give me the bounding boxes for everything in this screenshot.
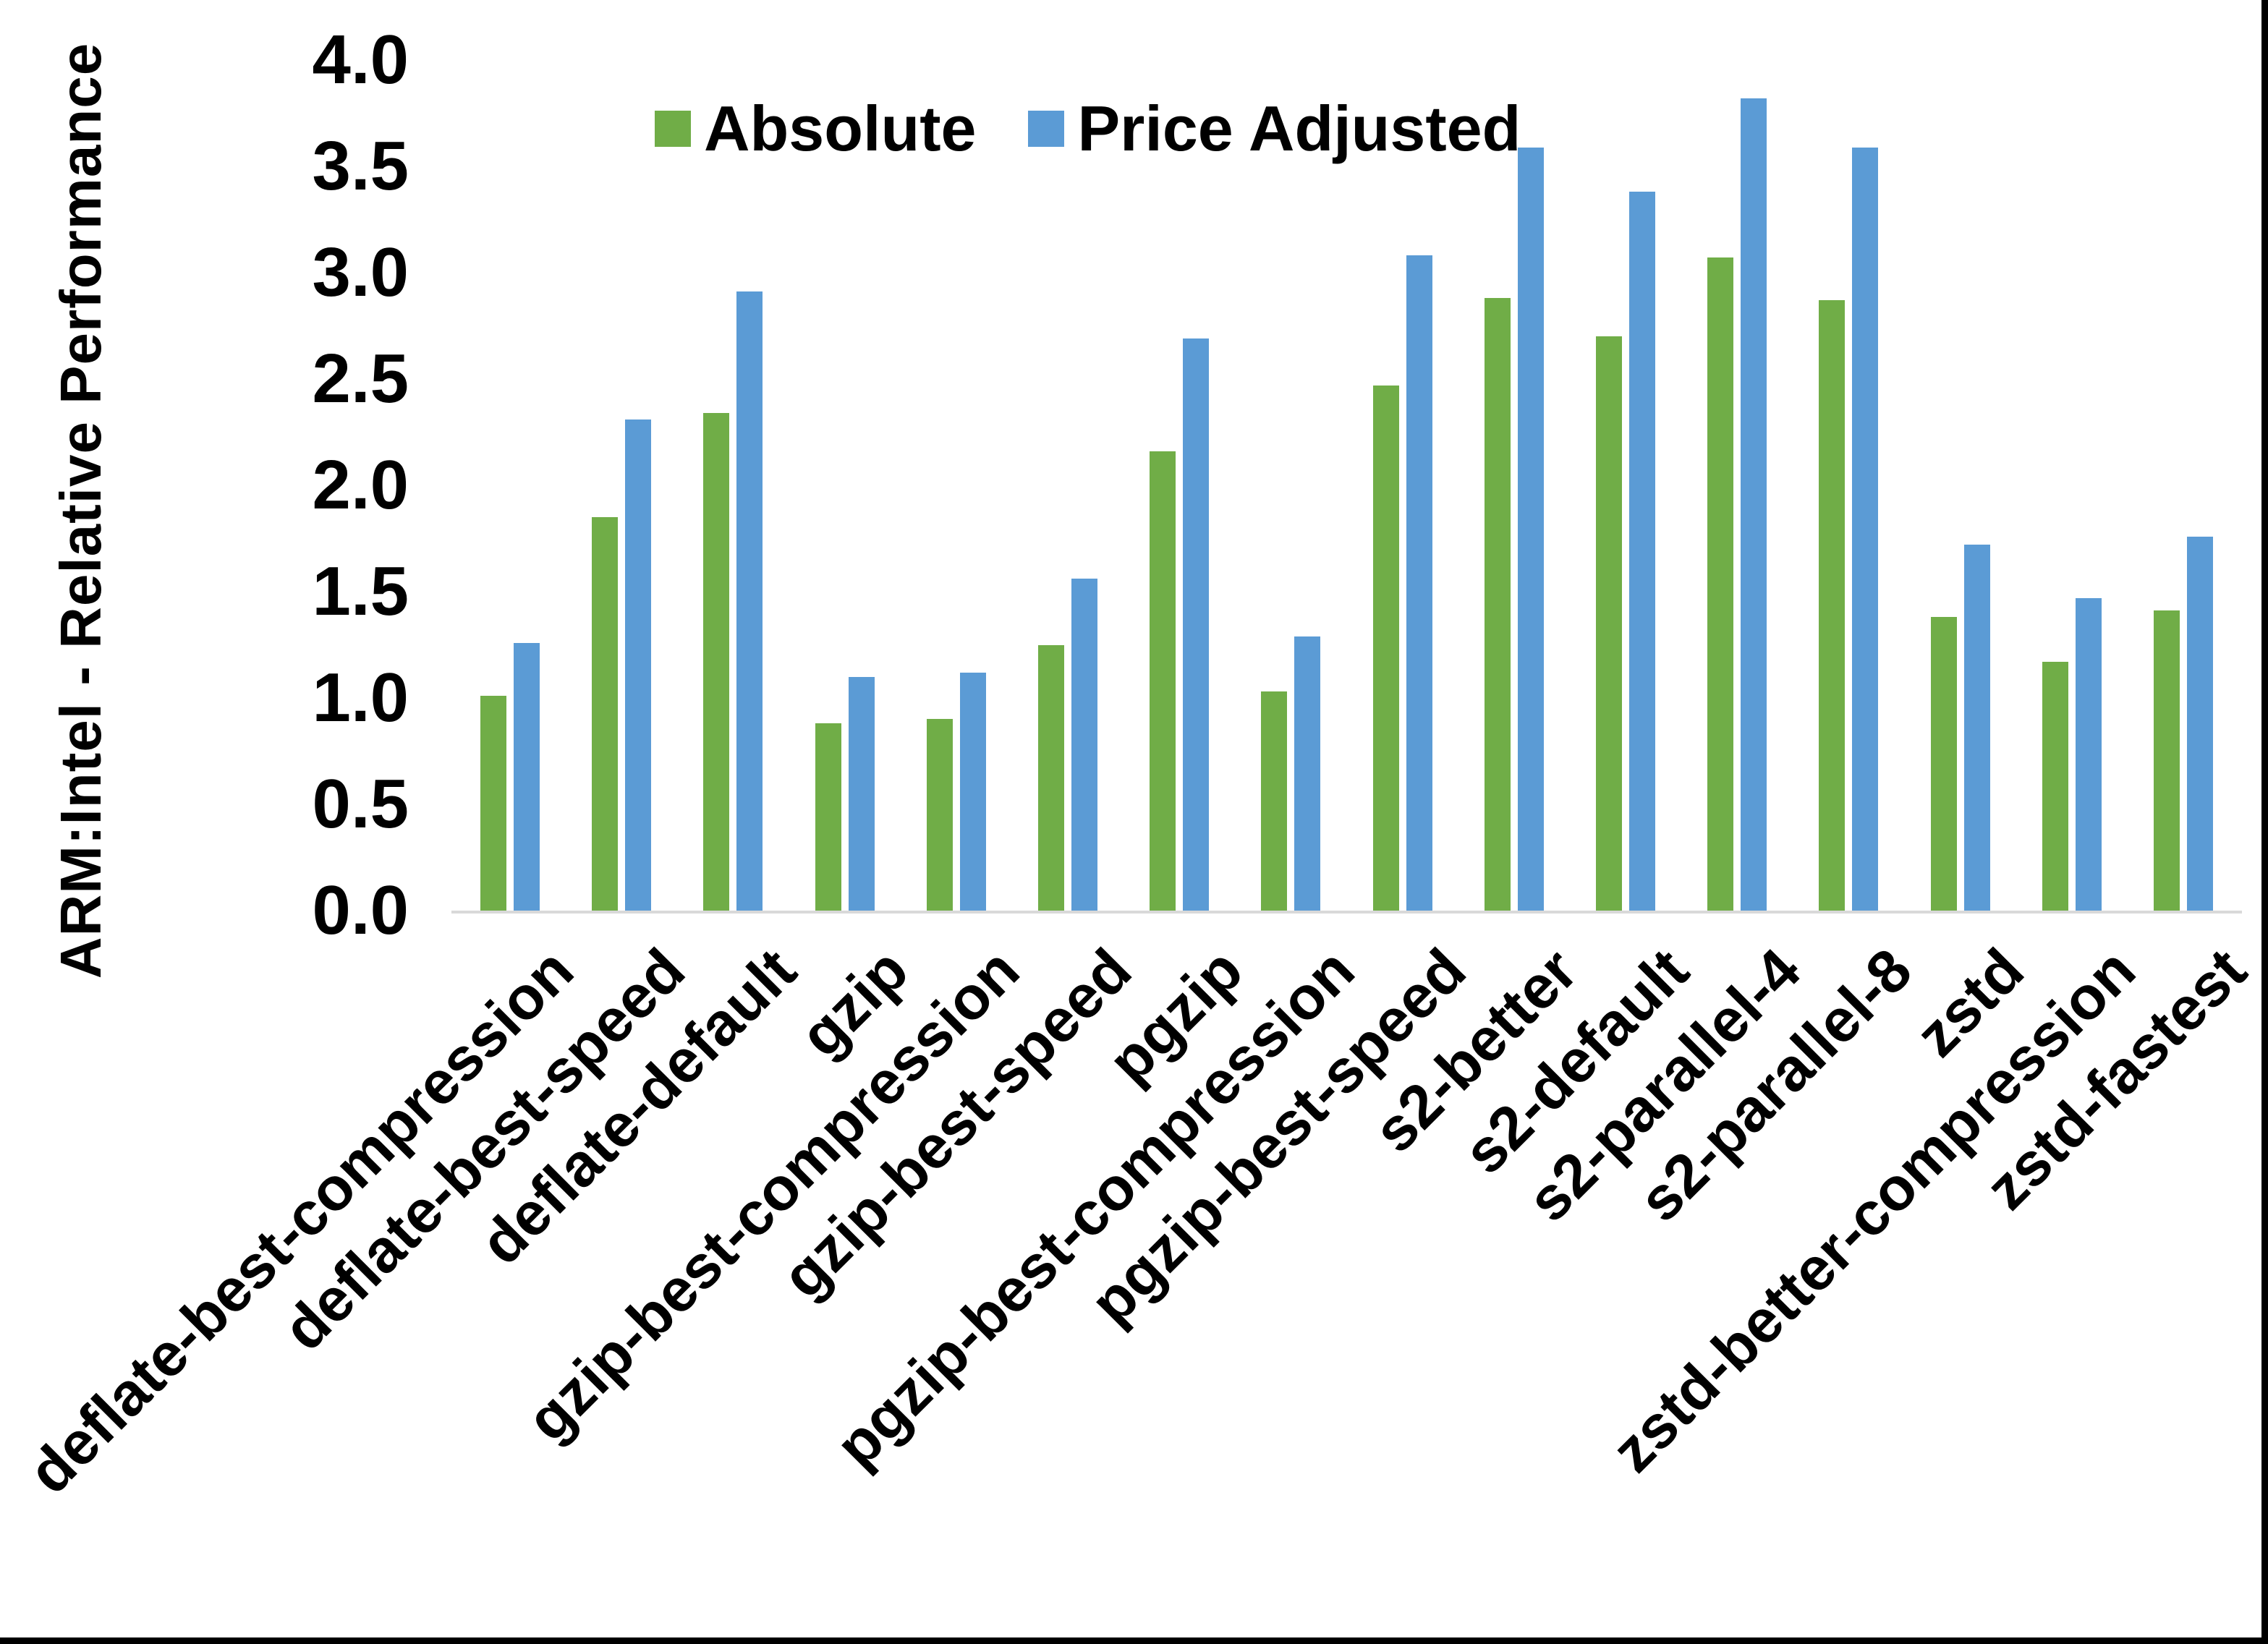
- bar-price-adjusted-gzip-best-compression: [959, 672, 986, 911]
- y-tick-label: 0.5: [312, 765, 409, 843]
- bar-absolute-s2-parallel-8: [1819, 300, 1846, 911]
- bar-absolute-s2-default: [1595, 336, 1622, 911]
- bar-price-adjusted-s2-parallel-4: [1741, 98, 1767, 911]
- bar-absolute-zstd: [1930, 617, 1957, 911]
- y-tick-label: 4.0: [312, 21, 409, 98]
- bar-price-adjusted-zstd-fastest: [2186, 536, 2213, 911]
- bar-absolute-zstd-fastest: [2153, 610, 2180, 911]
- bar-absolute-deflate-best-compression: [480, 696, 507, 911]
- legend-item-absolute: Absolute: [655, 97, 976, 161]
- bar-price-adjusted-s2-default: [1628, 192, 1655, 911]
- bar-absolute-deflate-default: [703, 413, 730, 911]
- bar-price-adjusted-deflate-best-speed: [625, 419, 652, 911]
- bar-price-adjusted-pgzip-best-compression: [1294, 636, 1321, 911]
- y-tick-label: 1.0: [312, 659, 409, 736]
- legend-item-price-adjusted: Price Adjusted: [1028, 97, 1521, 161]
- bar-absolute-pgzip-best-speed: [1372, 385, 1399, 911]
- screenshot-border-bottom: [0, 1637, 2268, 1644]
- bar-absolute-pgzip-best-compression: [1261, 691, 1288, 911]
- bar-price-adjusted-zstd-better-compression: [2075, 597, 2102, 911]
- bar-absolute-s2-parallel-4: [1707, 257, 1734, 911]
- y-tick-label: 3.5: [312, 127, 409, 205]
- bar-absolute-gzip-best-compression: [926, 719, 953, 911]
- bar-price-adjusted-gzip: [848, 676, 875, 911]
- bar-absolute-s2-better: [1484, 298, 1511, 911]
- bar-price-adjusted-deflate-best-compression: [514, 642, 540, 911]
- legend-swatch-price-adjusted: [1028, 111, 1065, 147]
- bar-absolute-zstd-better-compression: [2042, 662, 2068, 911]
- bar-price-adjusted-deflate-default: [736, 291, 763, 911]
- plot-area: [451, 60, 2242, 913]
- y-tick-label: 1.5: [312, 553, 409, 630]
- bar-absolute-pgzip: [1150, 451, 1176, 911]
- screenshot-border-right: [2261, 0, 2268, 1644]
- bar-absolute-gzip: [815, 723, 841, 911]
- bar-price-adjusted-pgzip: [1183, 338, 1210, 911]
- y-tick-label: 2.5: [312, 340, 409, 417]
- bar-price-adjusted-zstd: [1963, 545, 1990, 911]
- bar-price-adjusted-s2-parallel-8: [1852, 147, 1879, 911]
- legend: Absolute Price Adjusted: [655, 97, 1521, 161]
- y-tick-label: 2.0: [312, 446, 409, 524]
- legend-label-price-adjusted: Price Adjusted: [1077, 93, 1521, 164]
- bar-absolute-gzip-best-speed: [1038, 644, 1065, 911]
- y-tick-label: 3.0: [312, 234, 409, 311]
- bar-absolute-deflate-best-speed: [592, 517, 619, 911]
- bar-price-adjusted-pgzip-best-speed: [1406, 255, 1432, 911]
- y-tick-label: 0.0: [312, 872, 409, 949]
- legend-swatch-absolute: [655, 111, 691, 147]
- x-axis-line: [451, 911, 2242, 913]
- legend-label-absolute: Absolute: [704, 93, 977, 164]
- bar-price-adjusted-gzip-best-speed: [1071, 579, 1098, 911]
- bar-price-adjusted-s2-better: [1517, 147, 1544, 911]
